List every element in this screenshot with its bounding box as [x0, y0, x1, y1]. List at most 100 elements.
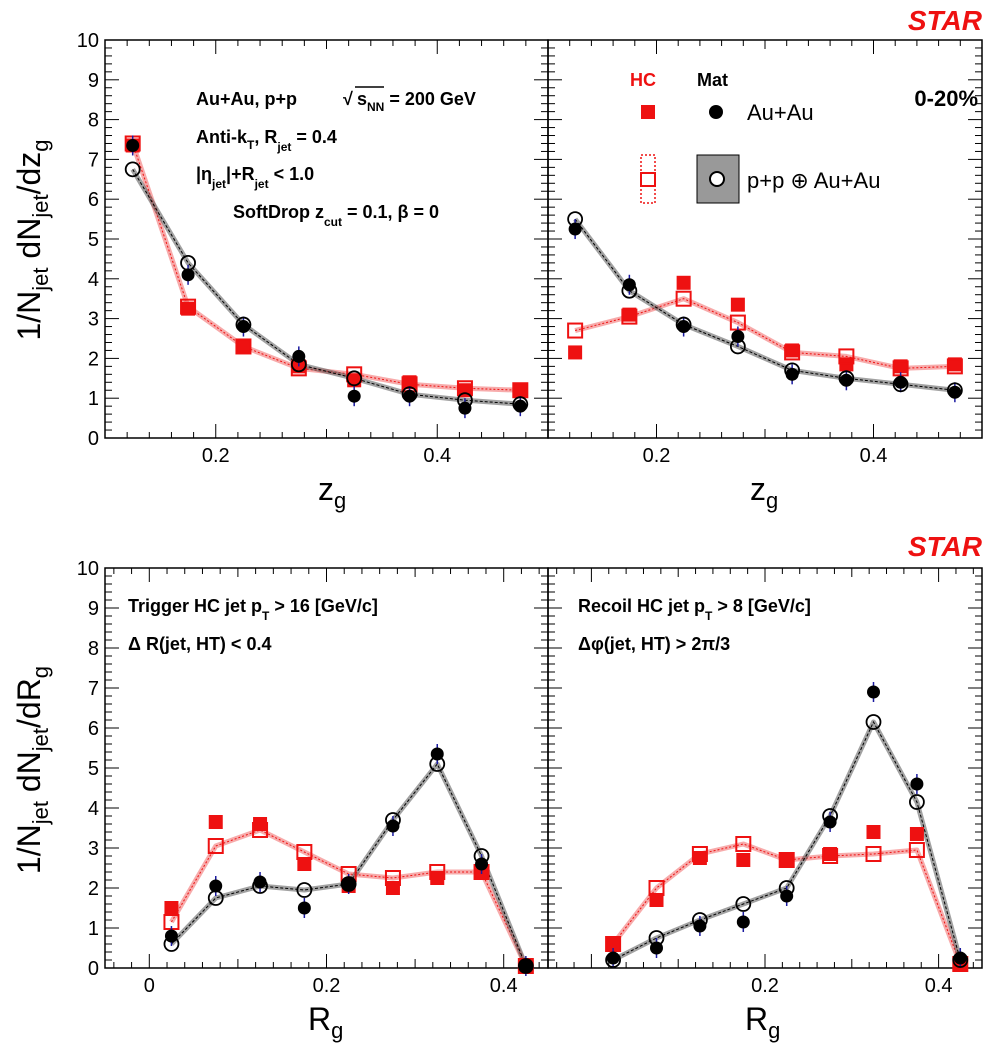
centrality-label: 0-20%	[914, 86, 978, 111]
legend-label-auau: Au+Au	[747, 100, 814, 125]
point-hc-auau	[297, 857, 312, 871]
x-axis-title-bottom-left: Rg	[308, 1001, 343, 1043]
point-mat-pp	[729, 338, 746, 355]
point-mat-pp	[252, 878, 268, 894]
point-hc-auau	[649, 893, 664, 907]
annotation-softdrop: SoftDrop zcut = 0.1, β = 0	[233, 202, 439, 229]
y-tick-label: 3	[88, 309, 99, 331]
point-mat-pp	[163, 936, 180, 952]
point-hc-pp	[567, 322, 584, 339]
x-tick-label: 0.4	[423, 445, 451, 467]
point-mat-auau	[622, 278, 636, 292]
point-mat-auau	[209, 879, 223, 893]
point-mat-auau	[292, 349, 306, 363]
point-mat-pp	[838, 370, 855, 387]
x-tick-label: 0	[144, 975, 155, 997]
series-line-hc-pp	[575, 298, 955, 369]
point-hc-pp	[946, 358, 963, 375]
point-hc-auau	[236, 339, 251, 354]
point-mat-auau	[736, 915, 750, 929]
point-hc-auau	[866, 825, 881, 839]
legend-header-hc: HC	[630, 70, 656, 90]
point-mat-auau	[910, 777, 924, 791]
point-mat-pp	[401, 386, 418, 403]
annotation-algorithm: Anti-kT, Rjet = 0.4	[196, 127, 337, 154]
series-line-mat-pp-band	[169, 761, 529, 967]
point-hc-pp	[207, 838, 224, 854]
x-axis-title-bottom-right: Rg	[745, 1001, 780, 1043]
series-line-mat-pp	[171, 763, 527, 967]
point-hc-auau	[676, 275, 691, 290]
point-mat-auau	[780, 889, 794, 903]
x-axis-title-top-left: zg	[318, 471, 346, 513]
legend-label-pp: p+p ⊕ Au+Au	[747, 168, 880, 193]
series-line-mat-pp	[132, 169, 521, 405]
point-mat-pp	[473, 848, 490, 864]
y-tick-label: 6	[88, 189, 99, 211]
point-hc-pp	[691, 846, 708, 862]
x-tick-label: 0.2	[751, 975, 779, 997]
point-hc-pp	[384, 870, 401, 886]
point-mat-pp	[429, 756, 446, 772]
point-mat-auau	[386, 819, 400, 833]
point-hc-pp	[675, 290, 692, 307]
point-mat-pp	[180, 254, 196, 271]
y-tick-label: 6	[88, 718, 99, 740]
point-mat-pp	[648, 930, 665, 946]
point-hc-pp	[648, 880, 665, 896]
point-hc-auau	[779, 853, 794, 867]
point-mat-auau	[867, 685, 880, 699]
point-mat-pp	[735, 896, 752, 912]
point-mat-pp	[605, 952, 621, 968]
svg-text:sNN = 200 GeV: sNN = 200 GeV	[357, 89, 476, 114]
point-hc-auau	[909, 827, 924, 841]
point-hc-pp	[296, 844, 313, 860]
point-hc-pp	[784, 344, 801, 361]
point-mat-auau	[519, 959, 533, 973]
point-mat-pp	[692, 912, 708, 928]
legend-marker-hc-auau	[641, 105, 655, 119]
x-tick-label: 0.2	[313, 975, 341, 997]
point-hc-auau	[402, 375, 417, 390]
panel-top-left: 0 1 2 3 4 5 6 7 8 9 10 0.2 0.4	[77, 30, 549, 467]
point-hc-pp	[908, 842, 925, 858]
point-hc-pp	[865, 846, 882, 862]
point-hc-auau	[568, 345, 583, 360]
point-mat-auau	[297, 901, 311, 915]
point-hc-auau	[947, 357, 962, 372]
annotation-trigger: Trigger HC jet pT > 16 [GeV/c]	[128, 596, 378, 623]
panel-top-right: 0.2 0.4	[547, 39, 983, 467]
point-hc-pp	[252, 822, 269, 838]
y-tick-label: 4	[88, 269, 99, 291]
annotation-trigger-cut: Δ R(jet, HT) < 0.4	[128, 634, 271, 654]
point-mat-pp	[865, 714, 882, 730]
point-mat-auau	[347, 389, 361, 403]
point-mat-pp	[784, 362, 801, 379]
svg-text:1/Njet dNjet/dzg: 1/Njet dNjet/dzg	[11, 139, 53, 340]
annotation-energy-s: s	[357, 89, 367, 109]
annotation-recoil: Recoil HC jet pT > 8 [GeV/c]	[578, 596, 811, 623]
point-mat-pp	[385, 812, 401, 828]
point-mat-pp	[517, 958, 534, 974]
point-mat-pp	[952, 952, 969, 968]
point-hc-auau	[606, 937, 621, 951]
point-hc-auau	[823, 847, 838, 861]
y-tick-label: 7	[88, 678, 99, 700]
legend-marker-hc-pp	[640, 172, 656, 187]
y-tick-label: 0	[88, 958, 99, 980]
point-hc-pp	[235, 338, 252, 355]
panel-bottom-left: 0 1 2 3 4 5 6 7 8 9 10 0 0.2 0.4	[77, 558, 549, 997]
point-hc-pp	[180, 298, 197, 315]
star-label-bottom: STAR	[908, 531, 983, 562]
point-hc-auau	[181, 301, 196, 316]
point-hc-auau	[736, 853, 751, 867]
point-hc-pp	[778, 852, 795, 868]
star-label-top: STAR	[908, 5, 983, 36]
annotation-system-text: Au+Au, p+p	[196, 89, 297, 109]
point-mat-auau	[181, 268, 195, 282]
point-mat-auau	[693, 919, 707, 933]
point-mat-pp	[512, 396, 529, 413]
point-hc-pp	[735, 836, 752, 852]
y-axis-title-bottom: 1/Njet dNjet/dRg	[11, 666, 53, 874]
point-mat-pp	[235, 316, 252, 333]
